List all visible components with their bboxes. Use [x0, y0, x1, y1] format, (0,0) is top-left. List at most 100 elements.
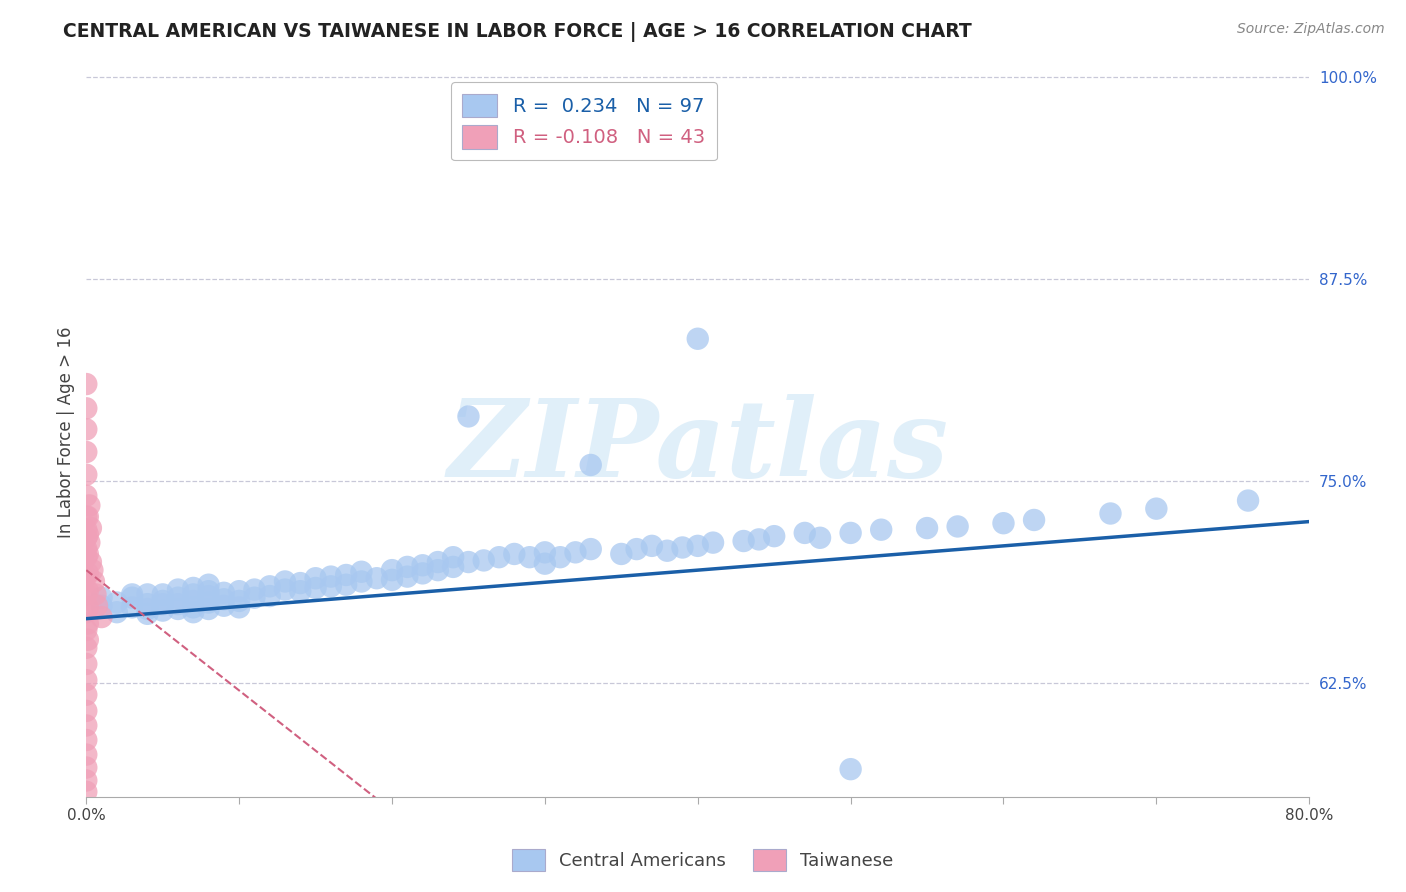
Point: [197, 584, 219, 599]
Point: [75, 542, 97, 557]
Point: [426, 555, 449, 569]
Point: [839, 525, 862, 540]
Point: [167, 602, 190, 616]
Point: [167, 597, 190, 611]
Point: [472, 553, 495, 567]
Text: ZIPatlas: ZIPatlas: [447, 394, 948, 500]
Point: [84, 587, 107, 601]
Point: [488, 550, 510, 565]
Point: [457, 555, 479, 569]
Point: [274, 574, 297, 589]
Point: [993, 516, 1015, 531]
Point: [152, 604, 174, 618]
Point: [564, 545, 586, 559]
Point: [626, 542, 648, 557]
Point: [75, 523, 97, 537]
Point: [136, 602, 159, 616]
Point: [197, 589, 219, 603]
Point: [946, 519, 969, 533]
Point: [181, 594, 204, 608]
Point: [75, 657, 97, 671]
Point: [671, 541, 693, 555]
Point: [808, 531, 831, 545]
Point: [136, 597, 159, 611]
Point: [75, 747, 97, 762]
Point: [75, 531, 97, 545]
Point: [83, 574, 105, 589]
Point: [457, 409, 479, 424]
Point: [75, 704, 97, 718]
Point: [366, 571, 388, 585]
Point: [396, 569, 419, 583]
Point: [76, 584, 98, 599]
Legend: R =  0.234   N = 97, R = -0.108   N = 43: R = 0.234 N = 97, R = -0.108 N = 43: [451, 82, 717, 161]
Point: [610, 547, 633, 561]
Point: [75, 640, 97, 655]
Point: [181, 600, 204, 615]
Point: [304, 581, 326, 595]
Point: [75, 785, 97, 799]
Point: [181, 587, 204, 601]
Point: [870, 523, 893, 537]
Point: [686, 332, 709, 346]
Point: [75, 773, 97, 788]
Point: [121, 600, 143, 615]
Point: [519, 550, 541, 565]
Point: [274, 582, 297, 597]
Point: [259, 579, 281, 593]
Point: [75, 569, 97, 583]
Point: [290, 584, 312, 599]
Point: [197, 595, 219, 609]
Text: Source: ZipAtlas.com: Source: ZipAtlas.com: [1237, 22, 1385, 37]
Point: [335, 568, 357, 582]
Point: [839, 762, 862, 776]
Point: [657, 543, 679, 558]
Point: [579, 542, 602, 557]
Point: [412, 566, 434, 581]
Point: [350, 565, 373, 579]
Point: [228, 594, 250, 608]
Point: [181, 581, 204, 595]
Point: [79, 535, 101, 549]
Point: [90, 599, 112, 613]
Point: [86, 599, 108, 613]
Point: [75, 688, 97, 702]
Point: [75, 587, 97, 601]
Point: [212, 586, 235, 600]
Y-axis label: In Labor Force | Age > 16: In Labor Force | Age > 16: [58, 326, 75, 539]
Point: [243, 582, 266, 597]
Point: [75, 401, 97, 416]
Point: [152, 594, 174, 608]
Point: [319, 579, 342, 593]
Text: CENTRAL AMERICAN VS TAIWANESE IN LABOR FORCE | AGE > 16 CORRELATION CHART: CENTRAL AMERICAN VS TAIWANESE IN LABOR F…: [63, 22, 972, 42]
Point: [75, 760, 97, 774]
Point: [167, 591, 190, 605]
Point: [1144, 501, 1167, 516]
Point: [152, 597, 174, 611]
Point: [75, 733, 97, 747]
Point: [259, 589, 281, 603]
Point: [197, 602, 219, 616]
Point: [641, 539, 664, 553]
Point: [350, 574, 373, 589]
Point: [76, 509, 98, 524]
Point: [915, 521, 938, 535]
Point: [212, 592, 235, 607]
Point: [75, 550, 97, 565]
Point: [75, 605, 97, 619]
Point: [381, 563, 404, 577]
Legend: Central Americans, Taiwanese: Central Americans, Taiwanese: [505, 842, 901, 879]
Point: [534, 557, 557, 571]
Point: [76, 600, 98, 615]
Point: [243, 591, 266, 605]
Point: [335, 577, 357, 591]
Point: [1022, 513, 1045, 527]
Point: [75, 422, 97, 436]
Point: [82, 563, 104, 577]
Point: [228, 584, 250, 599]
Point: [396, 560, 419, 574]
Point: [121, 591, 143, 605]
Point: [152, 587, 174, 601]
Point: [75, 467, 97, 482]
Point: [1237, 493, 1260, 508]
